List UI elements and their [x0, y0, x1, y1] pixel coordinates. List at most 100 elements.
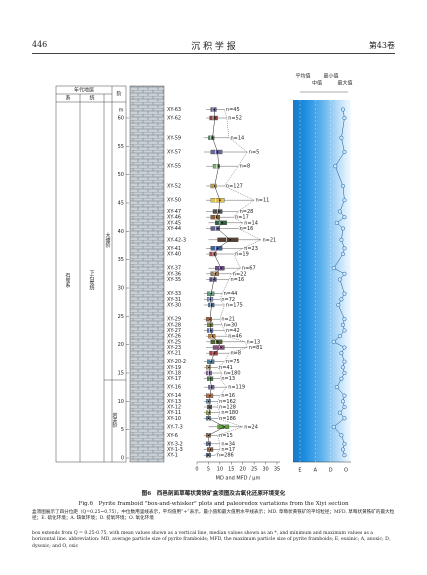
- box: [209, 115, 218, 121]
- redox-point: [342, 416, 347, 421]
- legend-label: 中值: [312, 80, 322, 87]
- redox-point: [342, 246, 347, 251]
- mfd-line: [215, 109, 262, 456]
- redox-point: [340, 226, 345, 231]
- box: [210, 246, 223, 251]
- sample-label: XY-50: [167, 198, 181, 204]
- sample-label: XY-1: [167, 453, 178, 459]
- depth-unit: m: [119, 108, 124, 114]
- stage: 岩关阶: [112, 412, 118, 429]
- redox-tick-label: A: [314, 468, 318, 474]
- system: 石炭系: [65, 273, 71, 288]
- y-tick-label: 55: [118, 144, 124, 150]
- md-line: [207, 109, 231, 456]
- redox-point: [339, 237, 344, 242]
- journal-title: 沉 积 学 报: [191, 42, 236, 52]
- n-label: n=23: [244, 246, 258, 252]
- redox-point: [342, 453, 347, 458]
- volume: 第43卷: [368, 41, 395, 50]
- sample-label: XY-1-3: [167, 447, 183, 453]
- redox-point: [339, 135, 344, 140]
- y-tick-label: 35: [118, 257, 124, 263]
- legend-label: 最小值: [323, 73, 338, 80]
- x-tick-label: 35: [274, 467, 280, 473]
- sample-label: XY-21: [167, 351, 181, 357]
- redox-point: [337, 277, 342, 282]
- y-tick-label: 60: [118, 116, 124, 122]
- n-label: n=17: [235, 215, 249, 221]
- sample-label: XY-40: [167, 252, 181, 258]
- redox-band: [293, 100, 351, 462]
- redox-point: [342, 291, 347, 296]
- sample-label: XY-62: [167, 116, 181, 122]
- redox-point: [339, 376, 344, 381]
- sample-label: XY-37: [167, 266, 181, 272]
- n-label: n=13: [247, 339, 261, 345]
- sample-label: XY-41: [167, 246, 181, 252]
- n-label: n=8: [240, 164, 251, 170]
- box: [210, 339, 223, 344]
- y-tick-label: 50: [118, 172, 124, 178]
- sample-label: XY-7-3: [167, 424, 183, 430]
- sample-label: XY-35: [167, 277, 181, 283]
- y-tick-label: 0: [121, 456, 124, 462]
- sample-label: XY-47: [167, 209, 181, 215]
- sample-label: XY-45: [167, 220, 181, 226]
- sample-label: XY-36: [167, 271, 181, 277]
- sample-label: XY-12: [167, 405, 181, 411]
- x-axis-label: MD and MFD / μm: [216, 476, 261, 482]
- redox-point: [342, 149, 347, 155]
- redox-point: [340, 365, 345, 370]
- sample-label: XY-29: [167, 317, 181, 323]
- strat-frame: [55, 85, 127, 463]
- box: [208, 135, 215, 140]
- sample-label: XY-10: [167, 416, 181, 422]
- sample-label: XY-6: [167, 433, 178, 439]
- x-tick-label: 25: [251, 467, 257, 473]
- redox-point: [331, 424, 336, 429]
- y-tick-label: 20: [118, 342, 124, 348]
- redox-point: [337, 410, 342, 415]
- n-label: n=52: [228, 116, 242, 122]
- sample-label: XY-20-2: [167, 359, 186, 365]
- n-label: n=13: [221, 376, 235, 382]
- redox-point: [331, 339, 336, 344]
- strat-header: 年代地层: [74, 87, 94, 94]
- caption-en: Fig.6 Pyrite framboid "box-and-whisker" …: [78, 501, 349, 507]
- redox-point: [340, 322, 345, 327]
- redox-point: [339, 433, 344, 438]
- n-label: n=16: [240, 226, 254, 232]
- redox-point: [342, 345, 347, 350]
- box: [210, 183, 217, 189]
- n-label: n=5: [249, 150, 260, 156]
- box: [217, 424, 230, 429]
- n-label: n=41: [219, 365, 233, 371]
- redox-point: [336, 302, 341, 308]
- redox-tick-label: O: [344, 468, 348, 474]
- n-label: n=14: [231, 135, 245, 141]
- n-label: n=24: [244, 424, 258, 430]
- redox-point: [342, 404, 347, 410]
- n-label: n=72: [221, 297, 235, 303]
- n-label: n=180: [224, 371, 241, 377]
- redox-point: [331, 266, 336, 271]
- redox-point: [342, 317, 347, 322]
- redox-point: [337, 209, 342, 214]
- n-label: n=30: [224, 322, 238, 328]
- n-label: n=16: [231, 277, 245, 283]
- note-en: box extends from Q = 0.25-0.75, with mea…: [32, 531, 391, 549]
- n-label: n=11: [256, 198, 270, 204]
- sample-label: XY-14: [167, 393, 181, 399]
- sample-label: XY-52: [167, 184, 181, 190]
- y-tick-label: 15: [118, 371, 124, 377]
- n-label: n=81: [249, 345, 263, 351]
- y-tick-label: 40: [118, 229, 124, 235]
- strat-grid: [56, 86, 126, 462]
- n-label: n=19: [235, 252, 249, 258]
- box: [215, 220, 227, 225]
- header-rule: [32, 53, 395, 54]
- n-label: n=21: [221, 317, 235, 323]
- sample-label: XY-16: [167, 385, 181, 391]
